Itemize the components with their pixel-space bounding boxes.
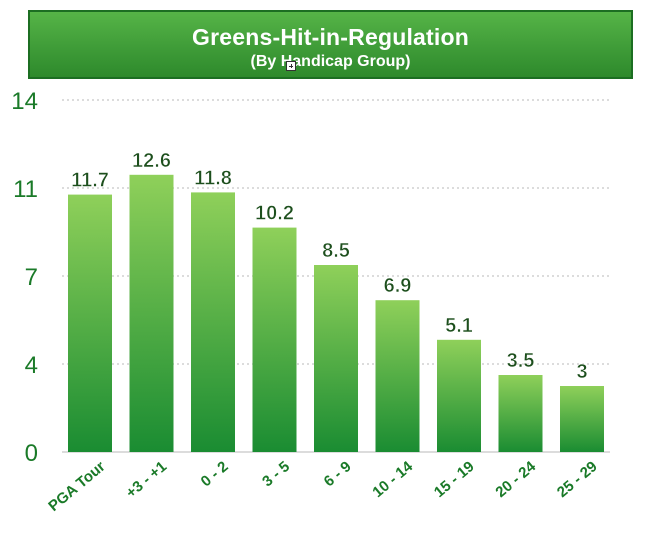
y-tick-label: 7 xyxy=(25,264,38,291)
bars xyxy=(68,174,604,453)
bar xyxy=(314,265,358,452)
y-tick-label: 4 xyxy=(25,352,38,379)
value-label: 11.8 xyxy=(194,167,232,189)
bar xyxy=(68,194,112,452)
value-label: 12.6 xyxy=(132,150,171,172)
x-tick-label: 15 - 19 xyxy=(431,458,478,501)
x-tick-label: +3 - +1 xyxy=(123,458,170,502)
x-tick-label: 0 - 2 xyxy=(198,458,232,490)
bar xyxy=(498,375,543,452)
bar xyxy=(191,192,235,452)
y-tick-label: 0 xyxy=(25,440,38,467)
x-tick-label: 20 - 24 xyxy=(492,458,539,501)
bar xyxy=(252,227,297,452)
value-label: 3.5 xyxy=(507,350,535,372)
x-tick-label: 10 - 14 xyxy=(369,458,416,501)
chart-title: Greens-Hit-in-Regulation xyxy=(192,24,469,50)
x-axis: PGA Tour +3 - +1 0 - 2 3 - 5 6 - 9 10 - 14 15 … xyxy=(45,458,600,515)
y-axis: 0 4 7 11 14 xyxy=(11,88,38,467)
x-tick-label: 25 - 29 xyxy=(554,458,601,501)
value-label: 6.9 xyxy=(384,275,412,297)
bar xyxy=(375,300,420,452)
expand-handle-icon[interactable] xyxy=(286,61,296,71)
x-tick-label: 3 - 5 xyxy=(259,458,293,490)
chart-title-banner: Greens-Hit-in-Regulation (By Handicap Gr… xyxy=(28,10,633,79)
bar xyxy=(129,174,174,453)
value-label: 5.1 xyxy=(445,315,473,337)
y-tick-label: 14 xyxy=(11,88,38,115)
value-labels: 11.7 12.6 11.8 10.2 8.5 6.9 5.1 3.5 3 xyxy=(71,150,588,384)
value-label: 3 xyxy=(576,361,587,383)
x-tick-label: 6 - 9 xyxy=(321,458,355,490)
x-tick-label: PGA Tour xyxy=(45,458,108,515)
value-label: 11.7 xyxy=(71,170,109,192)
value-label: 8.5 xyxy=(322,240,350,262)
bar xyxy=(437,339,481,452)
value-label: 10.2 xyxy=(255,203,294,225)
y-tick-label: 11 xyxy=(13,176,38,203)
bar xyxy=(560,386,604,452)
